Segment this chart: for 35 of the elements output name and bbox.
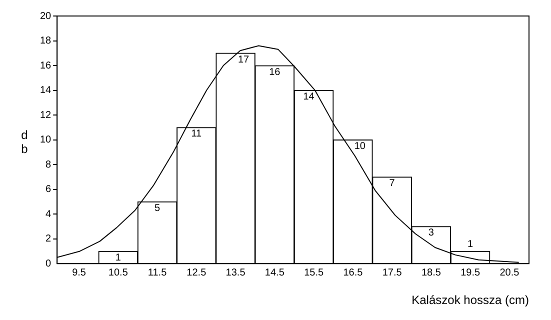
x-tick-label: 17.5 <box>382 267 402 278</box>
y-tick-label: 4 <box>46 208 52 220</box>
x-tick-label: 9.5 <box>72 267 86 278</box>
y-tick-label: 6 <box>46 184 52 196</box>
data-label: 1 <box>115 252 122 264</box>
data-label: 17 <box>238 54 250 66</box>
y-tick-label: 8 <box>46 159 52 170</box>
data-label: 16 <box>269 66 281 78</box>
y-tick-label: 10 <box>40 134 52 146</box>
x-tick-label: 11.5 <box>148 267 168 278</box>
x-tick-label: 10.5 <box>108 267 128 278</box>
y-tick-label: 14 <box>40 85 52 96</box>
x-tick-label: 12.5 <box>186 267 207 278</box>
y-axis-title: db <box>20 128 29 156</box>
data-label: 1 <box>468 238 474 250</box>
x-axis-title: Kalászok hossza (cm) <box>412 293 529 308</box>
data-label: 10 <box>354 141 366 152</box>
x-tick-label: 16.5 <box>343 267 364 278</box>
data-label: 14 <box>303 92 315 103</box>
x-tick-label: 19.5 <box>460 267 480 278</box>
y-tick-label: 0 <box>46 258 52 270</box>
x-tick-label: 15.5 <box>304 267 324 278</box>
x-tick-label: 18.5 <box>421 267 442 278</box>
y-tick-label: 20 <box>40 10 52 22</box>
data-label: 3 <box>428 228 434 239</box>
x-tick-label: 13.5 <box>226 267 246 278</box>
data-label: 11 <box>191 128 202 140</box>
y-tick-label: 16 <box>40 60 52 72</box>
x-tick-label: 14.5 <box>264 267 285 278</box>
data-label: 7 <box>389 178 396 190</box>
data-label: 5 <box>154 202 161 214</box>
x-tick-label: 20.5 <box>500 267 520 278</box>
y-tick-label: 18 <box>40 36 52 47</box>
y-tick-label: 12 <box>40 110 52 121</box>
y-tick-label: 2 <box>46 234 52 245</box>
